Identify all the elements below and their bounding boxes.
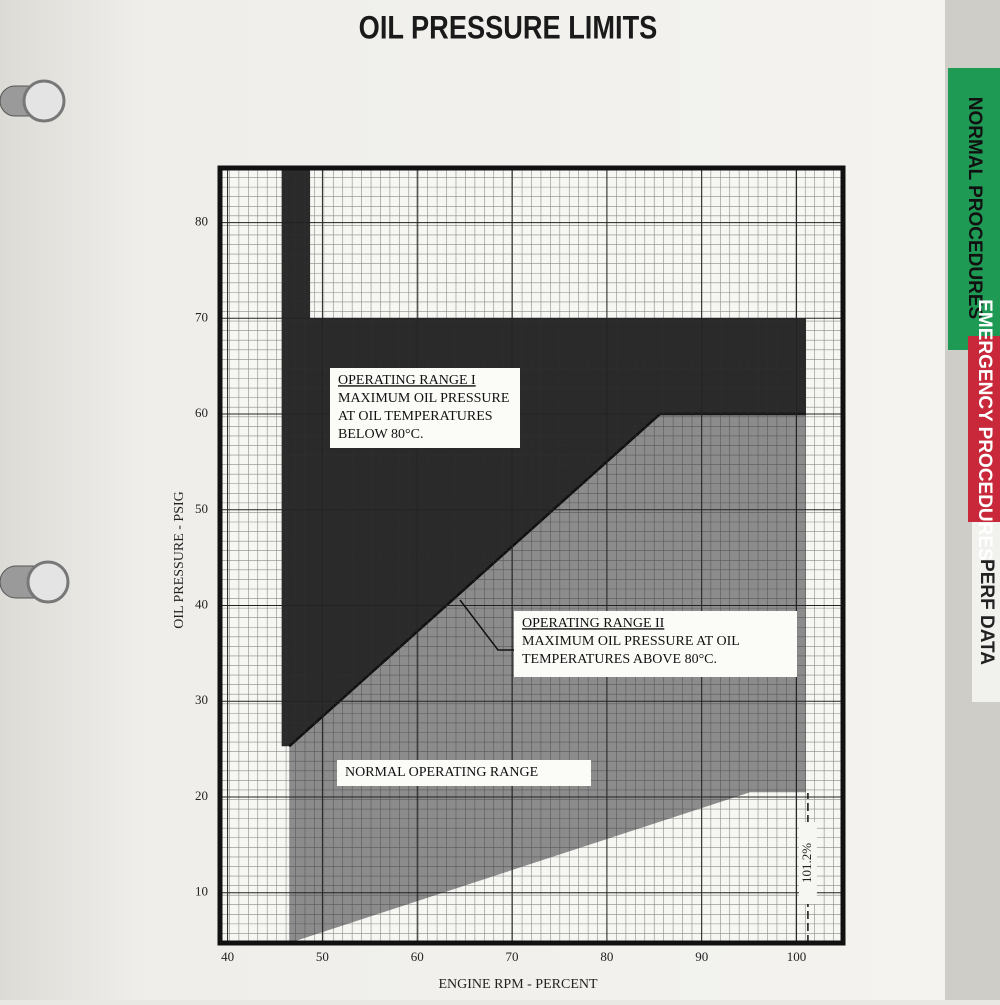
tab-label[interactable]: NORMAL PROCEDURES — [964, 97, 985, 319]
fine-grid — [219, 167, 843, 944]
x-tick-label: 70 — [506, 949, 519, 964]
tab-emergency — [968, 336, 1000, 522]
annotation-line: AT OIL TEMPERATURES — [338, 409, 493, 424]
tab-label[interactable]: EMERGENCY PROCEDURES — [974, 299, 995, 560]
x-tick-label: 50 — [316, 949, 329, 964]
y-tick-label: 50 — [195, 501, 208, 516]
tab-perf — [972, 522, 1000, 702]
y-axis-label: OIL PRESSURE - PSIG — [172, 491, 187, 629]
x-axis-label: ENGINE RPM - PERCENT — [438, 977, 598, 992]
y-tick-label: 80 — [195, 214, 208, 229]
annotation-box — [337, 760, 591, 786]
annotation-line: MAXIMUM OIL PRESSURE AT OIL — [522, 634, 740, 649]
annotation-heading: OPERATING RANGE I — [338, 373, 476, 388]
y-tick-label: 20 — [195, 788, 208, 803]
reference-label-bg — [798, 822, 817, 904]
leader-line — [459, 599, 514, 651]
annotation-box — [330, 368, 520, 448]
annotation-heading: NORMAL OPERATING RANGE — [345, 765, 538, 780]
y-tick-label: 40 — [195, 597, 208, 612]
y-tick-label: 10 — [195, 884, 208, 899]
annotation-box — [514, 611, 797, 677]
binder-rings — [0, 79, 70, 604]
x-tick-label: 40 — [221, 949, 234, 964]
x-tick-label: 100 — [787, 949, 807, 964]
annotation-line: TEMPERATURES ABOVE 80°C. — [522, 652, 717, 667]
annotation-heading: OPERATING RANGE II — [522, 616, 665, 631]
tab-label[interactable]: PERF DATA — [976, 559, 997, 665]
x-tick-label: 60 — [411, 949, 424, 964]
annotation-line: BELOW 80°C. — [338, 427, 423, 442]
y-tick-label: 60 — [195, 405, 208, 420]
region — [281, 168, 807, 747]
y-tick-label: 70 — [195, 309, 208, 324]
x-tick-label: 90 — [695, 949, 708, 964]
tab-normal — [948, 68, 1000, 350]
reference-label: 101.2% — [799, 843, 814, 883]
plot-frame — [217, 165, 846, 946]
annotation-line: MAXIMUM OIL PRESSURE — [338, 391, 509, 406]
x-tick-label: 80 — [600, 949, 613, 964]
y-tick-label: 30 — [195, 692, 208, 707]
chart-title: OIL PRESSURE LIMITS — [359, 10, 658, 46]
